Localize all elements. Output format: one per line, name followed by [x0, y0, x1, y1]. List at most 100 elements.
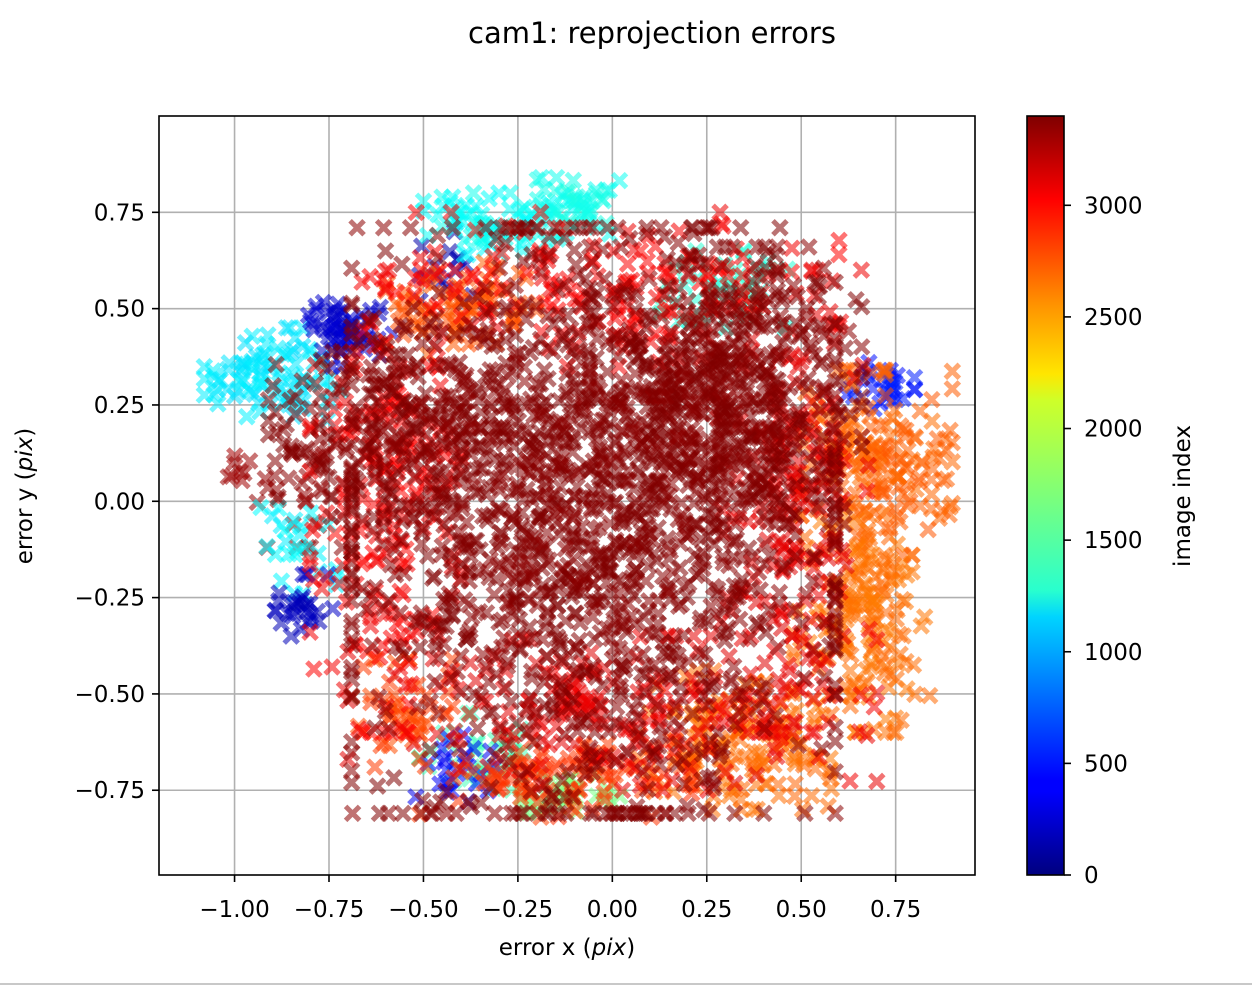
scatter-point: [848, 541, 866, 560]
scatter-point: [866, 593, 885, 612]
scatter-point: [482, 263, 500, 282]
scatter-point: [517, 310, 535, 329]
scatter-point: [735, 747, 754, 766]
scatter-point: [483, 702, 502, 721]
scatter-point: [830, 245, 848, 264]
scatter-point: [716, 763, 735, 781]
scatter-point: [663, 771, 681, 790]
scatter-point: [609, 347, 627, 366]
scatter-point: [876, 386, 895, 405]
scatter-point: [886, 500, 905, 518]
scatter-point: [720, 647, 738, 666]
scatter-point: [791, 681, 810, 699]
x-tick-label: −0.25: [483, 897, 553, 923]
scatter-point: [442, 203, 460, 222]
scatter-point: [236, 334, 255, 352]
scatter-point: [233, 354, 252, 373]
scatter-point: [613, 781, 632, 800]
scatter-point: [412, 271, 431, 289]
scatter-point: [896, 427, 915, 446]
scatter-point: [732, 505, 750, 523]
scatter-point: [305, 320, 323, 339]
y-tick-label: 0.75: [94, 200, 145, 226]
scatter-point: [386, 565, 405, 584]
scatter-point: [826, 356, 844, 374]
scatter-point: [755, 804, 773, 823]
scatter-point: [892, 451, 910, 469]
scatter-point: [326, 524, 345, 542]
scatter-point: [911, 497, 929, 515]
scatter-point: [786, 600, 804, 619]
scatter-point: [684, 704, 702, 723]
scatter-points: [195, 168, 962, 826]
scatter-point: [702, 597, 720, 616]
scatter-point: [837, 556, 856, 575]
scatter-point: [324, 599, 342, 618]
scatter-point: [348, 218, 366, 237]
scatter-point: [497, 280, 516, 299]
scatter-point: [388, 283, 406, 302]
scatter-point: [445, 279, 464, 297]
scatter-point: [272, 572, 291, 590]
scatter-point: [349, 720, 368, 738]
scatter-point: [696, 645, 714, 664]
scatter-point: [853, 473, 872, 492]
x-tick-label: 0.25: [681, 897, 732, 923]
scatter-point: [527, 375, 546, 393]
scatter-point: [805, 709, 824, 728]
scatter-point: [880, 622, 899, 641]
scatter-point: [595, 783, 613, 802]
scatter-point: [804, 689, 823, 708]
scatter-point: [301, 623, 319, 641]
scatter-point: [883, 409, 901, 427]
scatter-point: [626, 301, 644, 320]
scatter-point: [482, 778, 500, 797]
scatter-point: [796, 804, 814, 823]
scatter-point: [943, 362, 962, 381]
scatter-point: [747, 766, 766, 785]
scatter-point: [793, 615, 811, 633]
scatter-point: [296, 539, 314, 558]
scatter-point: [353, 273, 371, 291]
y-tick-label: −0.75: [75, 778, 145, 804]
colorbar-tick-label: 2000: [1084, 417, 1143, 443]
scatter-point: [363, 637, 382, 655]
scatter-point: [394, 585, 412, 604]
colorbar-tick-label: 1000: [1084, 640, 1143, 666]
scatter-point: [866, 434, 884, 453]
scatter-point: [511, 788, 530, 807]
scatter-point: [587, 184, 606, 203]
scatter-point: [913, 453, 931, 472]
scatter-point: [548, 596, 567, 615]
scatter-point: [713, 703, 732, 721]
scatter-point: [374, 599, 393, 617]
x-tick-label: −0.50: [388, 897, 458, 923]
scatter-point: [640, 269, 658, 288]
scatter-point: [462, 265, 481, 284]
scatter-point: [307, 297, 325, 316]
y-tick-label: −0.25: [75, 586, 145, 612]
plot-area: −1.00 −0.75 −0.50 −0.25 0.00 0.25 0.50 0.75 0.7…: [75, 115, 976, 923]
scatter-point: [220, 354, 239, 372]
y-axis-ticks: 0.75 0.50 0.25 0.00 −0.25 −0.50 −0.75: [75, 200, 159, 804]
scatter-point: [297, 595, 315, 614]
y-axis-label: error y (pix): [12, 428, 38, 564]
x-tick-label: 0.00: [587, 897, 638, 923]
scatter-point: [868, 772, 886, 791]
scatter-point: [425, 266, 444, 285]
scatter-point: [540, 735, 558, 754]
scatter-point: [342, 636, 361, 654]
scatter-point: [497, 736, 516, 754]
scatter-point: [887, 723, 905, 742]
scatter-point: [699, 696, 718, 714]
scatter-point: [302, 504, 321, 522]
scatter-point: [450, 739, 469, 758]
scatter-point: [905, 381, 924, 399]
scatter-point: [237, 407, 256, 426]
scatter-point: [531, 203, 550, 222]
scatter-point: [240, 452, 259, 470]
scatter-point: [852, 686, 870, 704]
scatter-point: [522, 687, 541, 706]
scatter-point: [547, 168, 566, 187]
scatter-point: [805, 723, 824, 742]
